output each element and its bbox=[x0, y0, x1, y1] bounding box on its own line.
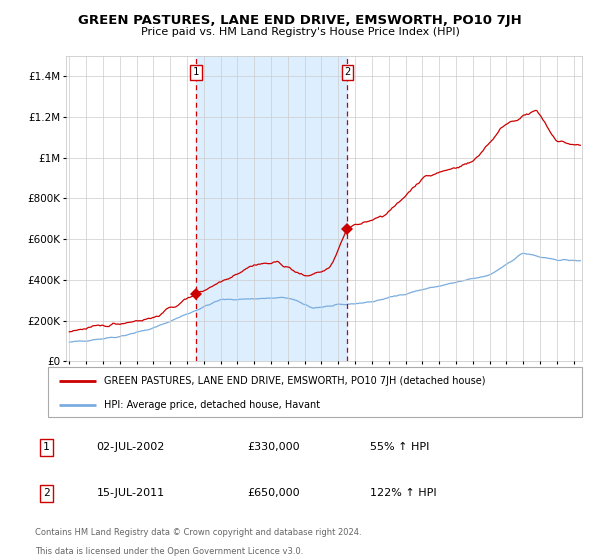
Text: Price paid vs. HM Land Registry's House Price Index (HPI): Price paid vs. HM Land Registry's House … bbox=[140, 27, 460, 37]
Text: 122% ↑ HPI: 122% ↑ HPI bbox=[370, 488, 437, 498]
Text: GREEN PASTURES, LANE END DRIVE, EMSWORTH, PO10 7JH: GREEN PASTURES, LANE END DRIVE, EMSWORTH… bbox=[78, 14, 522, 27]
Text: 55% ↑ HPI: 55% ↑ HPI bbox=[370, 442, 430, 452]
Text: HPI: Average price, detached house, Havant: HPI: Average price, detached house, Hava… bbox=[104, 400, 320, 409]
Text: Contains HM Land Registry data © Crown copyright and database right 2024.: Contains HM Land Registry data © Crown c… bbox=[35, 528, 362, 536]
Text: 1: 1 bbox=[193, 67, 199, 77]
Text: 02-JUL-2002: 02-JUL-2002 bbox=[97, 442, 165, 452]
Text: 15-JUL-2011: 15-JUL-2011 bbox=[97, 488, 164, 498]
FancyBboxPatch shape bbox=[48, 367, 582, 417]
Text: £330,000: £330,000 bbox=[247, 442, 300, 452]
Text: 2: 2 bbox=[43, 488, 50, 498]
Bar bbox=[196, 56, 347, 361]
Text: GREEN PASTURES, LANE END DRIVE, EMSWORTH, PO10 7JH (detached house): GREEN PASTURES, LANE END DRIVE, EMSWORTH… bbox=[104, 376, 485, 386]
Text: This data is licensed under the Open Government Licence v3.0.: This data is licensed under the Open Gov… bbox=[35, 547, 304, 556]
Text: 2: 2 bbox=[344, 67, 350, 77]
Text: £650,000: £650,000 bbox=[247, 488, 300, 498]
Text: 1: 1 bbox=[43, 442, 50, 452]
